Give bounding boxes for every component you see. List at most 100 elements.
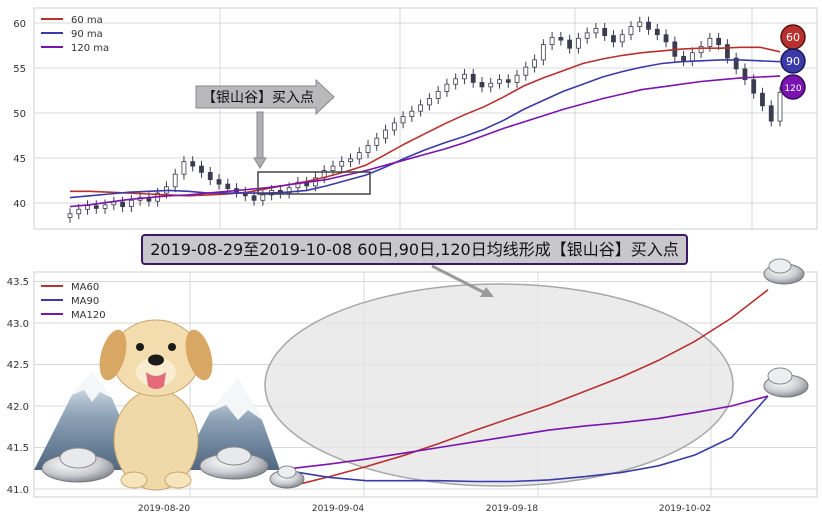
caption-banner: 2019-08-29至2019-10-08 60日,90日,120日均线形成【银… (141, 234, 688, 265)
bottom-y-tick: 42.5 (7, 360, 29, 371)
bottom-y-tick: 43.5 (7, 277, 29, 288)
legend-label-ma120: MA120 (71, 310, 106, 321)
candle-body (549, 37, 555, 46)
top-line-90-ma (69, 59, 781, 199)
top-line-60-ma (70, 46, 781, 197)
legend-label-ma90: MA90 (71, 296, 99, 307)
candle-body (725, 44, 730, 59)
candle-body (707, 37, 713, 47)
silver-ingot-left-icon (41, 447, 115, 483)
candle-body (453, 78, 459, 85)
mountain-right-icon (180, 378, 280, 470)
candle-body (85, 205, 90, 210)
pointer-arrow-line (431, 264, 486, 295)
candle-body (777, 91, 783, 122)
candle-body (540, 44, 546, 61)
candle-body (383, 129, 388, 139)
buy-point-callout: 【银山谷】买入点 (195, 78, 371, 195)
candle-body (181, 161, 187, 175)
candle-body (286, 187, 292, 194)
mountain-left-snow-icon (72, 372, 112, 402)
candle-body (760, 92, 765, 107)
top-y-tick: 45 (13, 154, 26, 165)
legend-label-60: 60 ma (71, 15, 103, 26)
candle-body (479, 82, 485, 88)
candle-body (558, 37, 564, 41)
candle-body (523, 66, 529, 76)
candle-body (698, 46, 704, 54)
candle-body (444, 83, 450, 92)
callout-arrow-shape (195, 78, 335, 116)
ma-badges: 60 90 120 (780, 24, 806, 100)
candle-body (768, 105, 774, 122)
silver-ingot-end-icon (763, 367, 809, 398)
top-plot-frame (33, 7, 818, 230)
candle-body (111, 201, 117, 206)
candle-body (365, 144, 371, 153)
top-y-tick: 40 (13, 199, 26, 210)
candle-body (207, 171, 213, 180)
legend-label-90: 90 ma (71, 29, 103, 40)
top-legend: 60 ma 90 ma 120 ma (41, 15, 109, 54)
puppy-icon (99, 319, 213, 491)
candle-body (619, 34, 625, 43)
badge-90 (780, 48, 806, 74)
pointer-arrow (431, 264, 494, 297)
candle-body (190, 161, 196, 167)
candle-body (733, 57, 739, 70)
bottom-ma-chart: 43.5 43.0 42.5 42.0 41.5 41.0 2019-08-20… (7, 258, 818, 514)
bottom-legend: MA60 MA90 MA120 (41, 282, 106, 321)
silver-ingot-start-icon (269, 465, 305, 489)
candle-body (128, 199, 134, 208)
candle-body (409, 110, 415, 117)
candle-body (67, 213, 73, 218)
candle-body (216, 179, 222, 185)
top-ma-lines (69, 46, 781, 208)
bottom-y-tick: 42.0 (7, 402, 29, 413)
top-y-tick: 50 (13, 109, 26, 120)
down-arrow-icon (253, 157, 267, 169)
down-arrow-shaft (256, 111, 264, 159)
candle-body (400, 116, 406, 124)
candle-body (199, 165, 204, 173)
candle-body (654, 28, 660, 36)
candle-body (225, 183, 231, 190)
candle-body (593, 27, 599, 34)
candle-body (567, 39, 573, 49)
candle-body (584, 32, 590, 39)
badge-90-text: 90 (786, 55, 800, 68)
candle-body (356, 152, 362, 160)
top-price-chart: 60 55 50 45 40 60 ma 90 ma 120 ma 【银山谷】买… (13, 7, 818, 230)
candle-body (93, 205, 99, 209)
candle-body (505, 79, 511, 83)
bottom-x-ticks: 2019-08-20 2019-09-04 2019-09-18 2019-10… (138, 504, 711, 514)
bottom-y-tick: 41.0 (7, 485, 29, 496)
candle-body (637, 21, 643, 28)
candle-body (681, 55, 686, 62)
silver-ingot-top-icon (763, 258, 805, 285)
candle-body (602, 27, 608, 36)
bottom-y-ticks: 43.5 43.0 42.5 42.0 41.5 41.0 (7, 277, 29, 496)
candle-body (488, 82, 494, 88)
candle-body (76, 208, 82, 215)
candle-body (497, 79, 502, 84)
candle-body (418, 104, 424, 112)
candle-body (348, 158, 353, 162)
candle-body (435, 91, 441, 100)
bottom-line-MA90 (292, 395, 769, 483)
bottom-line-MA60 (292, 289, 769, 487)
candle-body (462, 73, 467, 80)
mountain-right-snow-icon (210, 378, 262, 420)
silver-ingot-right-icon (199, 446, 269, 480)
candle-body (751, 79, 757, 94)
decorative-illustration (34, 258, 809, 491)
top-y-tick: 55 (13, 64, 26, 75)
candle-body (102, 204, 108, 209)
candle-body (172, 173, 178, 188)
top-y-ticks: 60 55 50 45 40 (13, 19, 26, 210)
silver-valley-box (257, 171, 371, 195)
bottom-x-tick: 2019-10-02 (659, 504, 711, 514)
candle-body (663, 34, 669, 43)
candle-body (470, 73, 476, 83)
candlesticks (67, 16, 783, 223)
